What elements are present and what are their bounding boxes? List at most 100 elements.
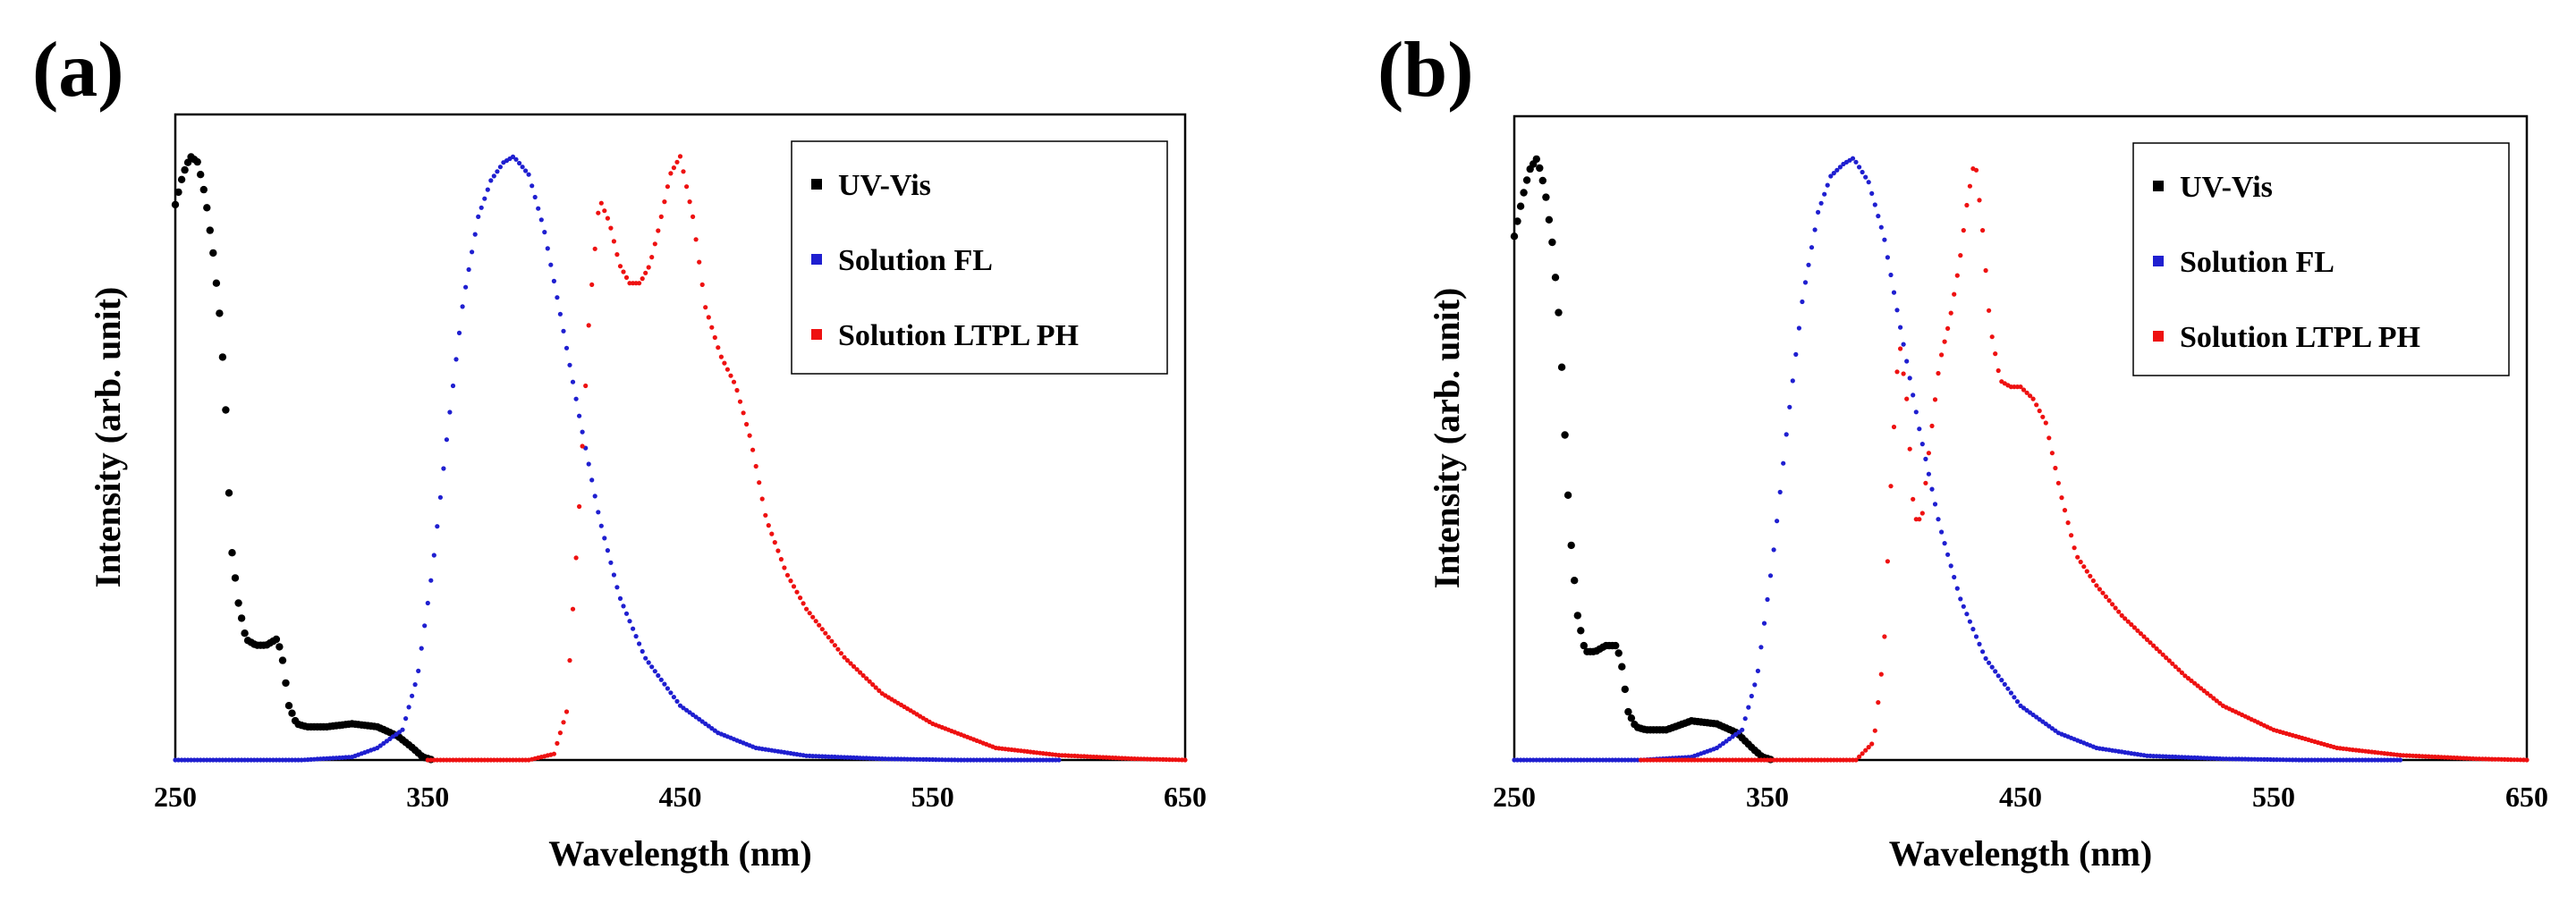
data-point (1758, 645, 1764, 650)
data-point (1555, 757, 1562, 763)
data-point (697, 259, 702, 265)
data-point (631, 626, 636, 631)
data-point (1740, 727, 1745, 732)
data-point (1767, 757, 1774, 763)
data-point (1989, 664, 1995, 670)
data-point (1936, 517, 1941, 522)
data-point (674, 159, 680, 165)
data-point (1752, 757, 1758, 763)
data-point (1964, 202, 1970, 208)
data-point (637, 281, 642, 286)
legend: UV-Vis Solution FL Solution LTPL PH (2132, 142, 2510, 376)
data-point (564, 709, 570, 714)
data-point (545, 246, 550, 251)
data-point (441, 466, 446, 471)
data-point (1939, 529, 1945, 535)
data-point (1939, 352, 1945, 358)
data-point (447, 757, 453, 763)
data-point (1923, 480, 1928, 486)
data-point (681, 169, 686, 174)
data-point (1857, 754, 1862, 760)
data-point (1818, 757, 1824, 763)
data-point (2160, 652, 2165, 657)
data-point (2211, 696, 2216, 701)
data-point (2053, 465, 2058, 471)
data-point (510, 154, 516, 159)
data-point (605, 548, 611, 553)
data-point (245, 757, 250, 763)
data-point (2040, 414, 2046, 419)
data-point (2325, 757, 2330, 763)
data-point (1958, 253, 1963, 258)
data-point (838, 651, 844, 656)
data-point (267, 757, 273, 763)
data-point (175, 757, 182, 763)
data-point (241, 629, 249, 638)
data-point (1932, 397, 1938, 402)
data-point (1580, 641, 1588, 650)
data-point (1520, 189, 1528, 197)
data-point (548, 262, 554, 267)
data-point (288, 709, 296, 717)
data-point (1967, 183, 1972, 189)
data-point (437, 494, 443, 500)
data-point (1577, 627, 1585, 635)
data-point (1987, 308, 1992, 313)
data-point (1917, 517, 1922, 522)
data-point (1614, 649, 1623, 657)
data-point (2207, 693, 2213, 698)
data-point (602, 536, 607, 541)
data-point (817, 622, 822, 628)
data-point (668, 171, 674, 176)
data-point (598, 523, 604, 528)
data-point (2078, 559, 2083, 565)
data-point (1999, 678, 2004, 683)
data-point (278, 656, 287, 664)
data-point (181, 165, 189, 174)
data-point (1005, 757, 1011, 763)
data-point (867, 679, 872, 684)
data-point (513, 156, 519, 162)
data-point (2397, 757, 2403, 763)
data-point (927, 756, 932, 763)
data-point (209, 249, 217, 258)
x-tick-label: 350 (1746, 781, 1789, 813)
data-point (1853, 159, 1859, 165)
data-point (1182, 757, 1188, 763)
data-point (282, 679, 290, 688)
data-point (1961, 228, 1966, 233)
data-point (1551, 274, 1560, 282)
data-point (804, 606, 809, 612)
x-tick-label: 550 (911, 781, 954, 813)
data-point (801, 601, 806, 606)
data-point (671, 165, 677, 171)
data-point (2151, 643, 2157, 648)
data-point (2350, 757, 2355, 763)
plot-frame (1513, 114, 2529, 762)
data-point (1926, 451, 1931, 456)
data-point (2103, 594, 2109, 600)
data-point (1996, 673, 2001, 679)
data-point (1901, 371, 1906, 376)
data-point (623, 611, 630, 616)
data-point (1996, 367, 2001, 374)
data-point (1790, 378, 1795, 384)
data-point (775, 548, 781, 553)
data-point (2012, 695, 2017, 700)
data-point (703, 305, 708, 310)
data-point (1876, 700, 1881, 705)
x-tick-label: 250 (1493, 781, 1536, 813)
data-point (2164, 655, 2169, 661)
data-point (1775, 757, 1780, 763)
data-point (2376, 757, 2381, 763)
data-point (2290, 757, 2295, 763)
data-point (177, 175, 186, 183)
data-point (2493, 756, 2498, 762)
data-point (1538, 176, 1546, 185)
data-point (1532, 155, 1540, 164)
data-point (1860, 169, 1865, 175)
data-point (1682, 757, 1688, 763)
data-point (772, 540, 777, 545)
x-tick-label: 650 (2505, 781, 2548, 813)
data-point (2084, 569, 2089, 574)
